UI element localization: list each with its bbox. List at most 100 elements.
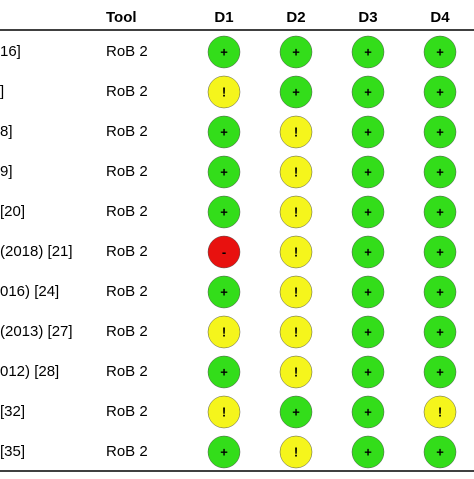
header-cell: D2 <box>286 9 305 26</box>
tool-label: RoB 2 <box>106 123 148 140</box>
tool-label: RoB 2 <box>106 83 148 100</box>
judgement-dot <box>423 355 457 389</box>
judgement-dot <box>207 275 241 309</box>
judgement-dot <box>279 195 313 229</box>
judgement-symbol: + <box>220 164 228 179</box>
judgement-symbol: + <box>436 44 444 59</box>
judgement-dot <box>351 115 385 149</box>
tool-label: RoB 2 <box>106 283 148 300</box>
judgement-dot <box>279 355 313 389</box>
judgement-dot <box>351 275 385 309</box>
judgement-symbol: + <box>220 44 228 59</box>
judgement-symbol: + <box>364 364 372 379</box>
judgement-symbol: + <box>220 124 228 139</box>
judgement-dot <box>423 435 457 469</box>
judgement-symbol: + <box>436 84 444 99</box>
study-label: [32] <box>0 403 25 420</box>
tool-label: RoB 2 <box>106 163 148 180</box>
judgement-dot <box>351 75 385 109</box>
judgement-symbol: + <box>364 44 372 59</box>
judgement-dot <box>423 235 457 269</box>
judgement-dot <box>279 75 313 109</box>
judgement-symbol: ! <box>438 404 442 419</box>
judgement-symbol: ! <box>294 244 298 259</box>
judgement-dot <box>279 115 313 149</box>
judgement-dot <box>423 35 457 69</box>
judgement-symbol: ! <box>294 204 298 219</box>
judgement-symbol: ! <box>222 404 226 419</box>
judgement-symbol: ! <box>294 324 298 339</box>
judgement-symbol: - <box>222 244 226 259</box>
judgement-dot <box>279 35 313 69</box>
judgement-dot <box>279 395 313 429</box>
judgement-dot <box>207 195 241 229</box>
header-cell: D1 <box>214 9 233 26</box>
study-label: 012) [28] <box>0 363 59 380</box>
judgement-dot <box>351 435 385 469</box>
judgement-dot <box>207 75 241 109</box>
judgement-dot <box>351 315 385 349</box>
judgement-symbol: + <box>292 404 300 419</box>
judgement-symbol: + <box>364 444 372 459</box>
judgement-symbol: + <box>220 204 228 219</box>
header-cell: D3 <box>358 9 377 26</box>
judgement-symbol: + <box>292 84 300 99</box>
judgement-symbol: + <box>436 324 444 339</box>
judgement-symbol: + <box>364 324 372 339</box>
judgement-dot <box>207 435 241 469</box>
judgement-dot <box>207 395 241 429</box>
tool-label: RoB 2 <box>106 363 148 380</box>
judgement-dot <box>207 355 241 389</box>
judgement-dot <box>351 395 385 429</box>
judgement-symbol: ! <box>222 84 226 99</box>
judgement-symbol: ! <box>294 124 298 139</box>
judgement-dot <box>423 395 457 429</box>
study-label: [35] <box>0 443 25 460</box>
judgement-symbol: + <box>364 164 372 179</box>
judgement-symbol: + <box>436 444 444 459</box>
judgement-dot <box>207 115 241 149</box>
judgement-dot <box>423 155 457 189</box>
judgement-dot <box>351 355 385 389</box>
judgement-symbol: + <box>436 204 444 219</box>
study-label: (2018) [21] <box>0 243 73 260</box>
judgement-symbol: + <box>220 364 228 379</box>
tool-label: RoB 2 <box>106 323 148 340</box>
judgement-dot <box>423 115 457 149</box>
judgement-symbol: ! <box>294 444 298 459</box>
judgement-dot <box>351 195 385 229</box>
judgement-dot <box>423 315 457 349</box>
judgement-dot <box>423 275 457 309</box>
judgement-dot <box>279 315 313 349</box>
judgement-symbol: + <box>436 284 444 299</box>
judgement-symbol: + <box>436 244 444 259</box>
header-cell: D4 <box>430 9 450 26</box>
judgement-dot <box>207 155 241 189</box>
judgement-dot <box>207 35 241 69</box>
judgement-symbol: + <box>436 364 444 379</box>
judgement-symbol: + <box>292 44 300 59</box>
tool-label: RoB 2 <box>106 443 148 460</box>
judgement-dot <box>279 275 313 309</box>
judgement-symbol: ! <box>294 284 298 299</box>
judgement-dot <box>351 35 385 69</box>
judgement-symbol: + <box>364 204 372 219</box>
judgement-symbol: ! <box>222 324 226 339</box>
judgement-dot <box>207 235 241 269</box>
study-label: ] <box>0 83 4 100</box>
judgement-dot <box>279 235 313 269</box>
judgement-symbol: + <box>364 244 372 259</box>
study-label: 016) [24] <box>0 283 59 300</box>
tool-label: RoB 2 <box>106 403 148 420</box>
judgement-dot <box>351 155 385 189</box>
tool-label: RoB 2 <box>106 243 148 260</box>
header-cell: Tool <box>106 9 137 26</box>
judgement-dot <box>423 75 457 109</box>
judgement-symbol: + <box>436 124 444 139</box>
judgement-symbol: + <box>364 404 372 419</box>
judgement-symbol: + <box>364 124 372 139</box>
study-label: 16] <box>0 43 21 60</box>
judgement-dot <box>423 195 457 229</box>
judgement-symbol: + <box>364 84 372 99</box>
